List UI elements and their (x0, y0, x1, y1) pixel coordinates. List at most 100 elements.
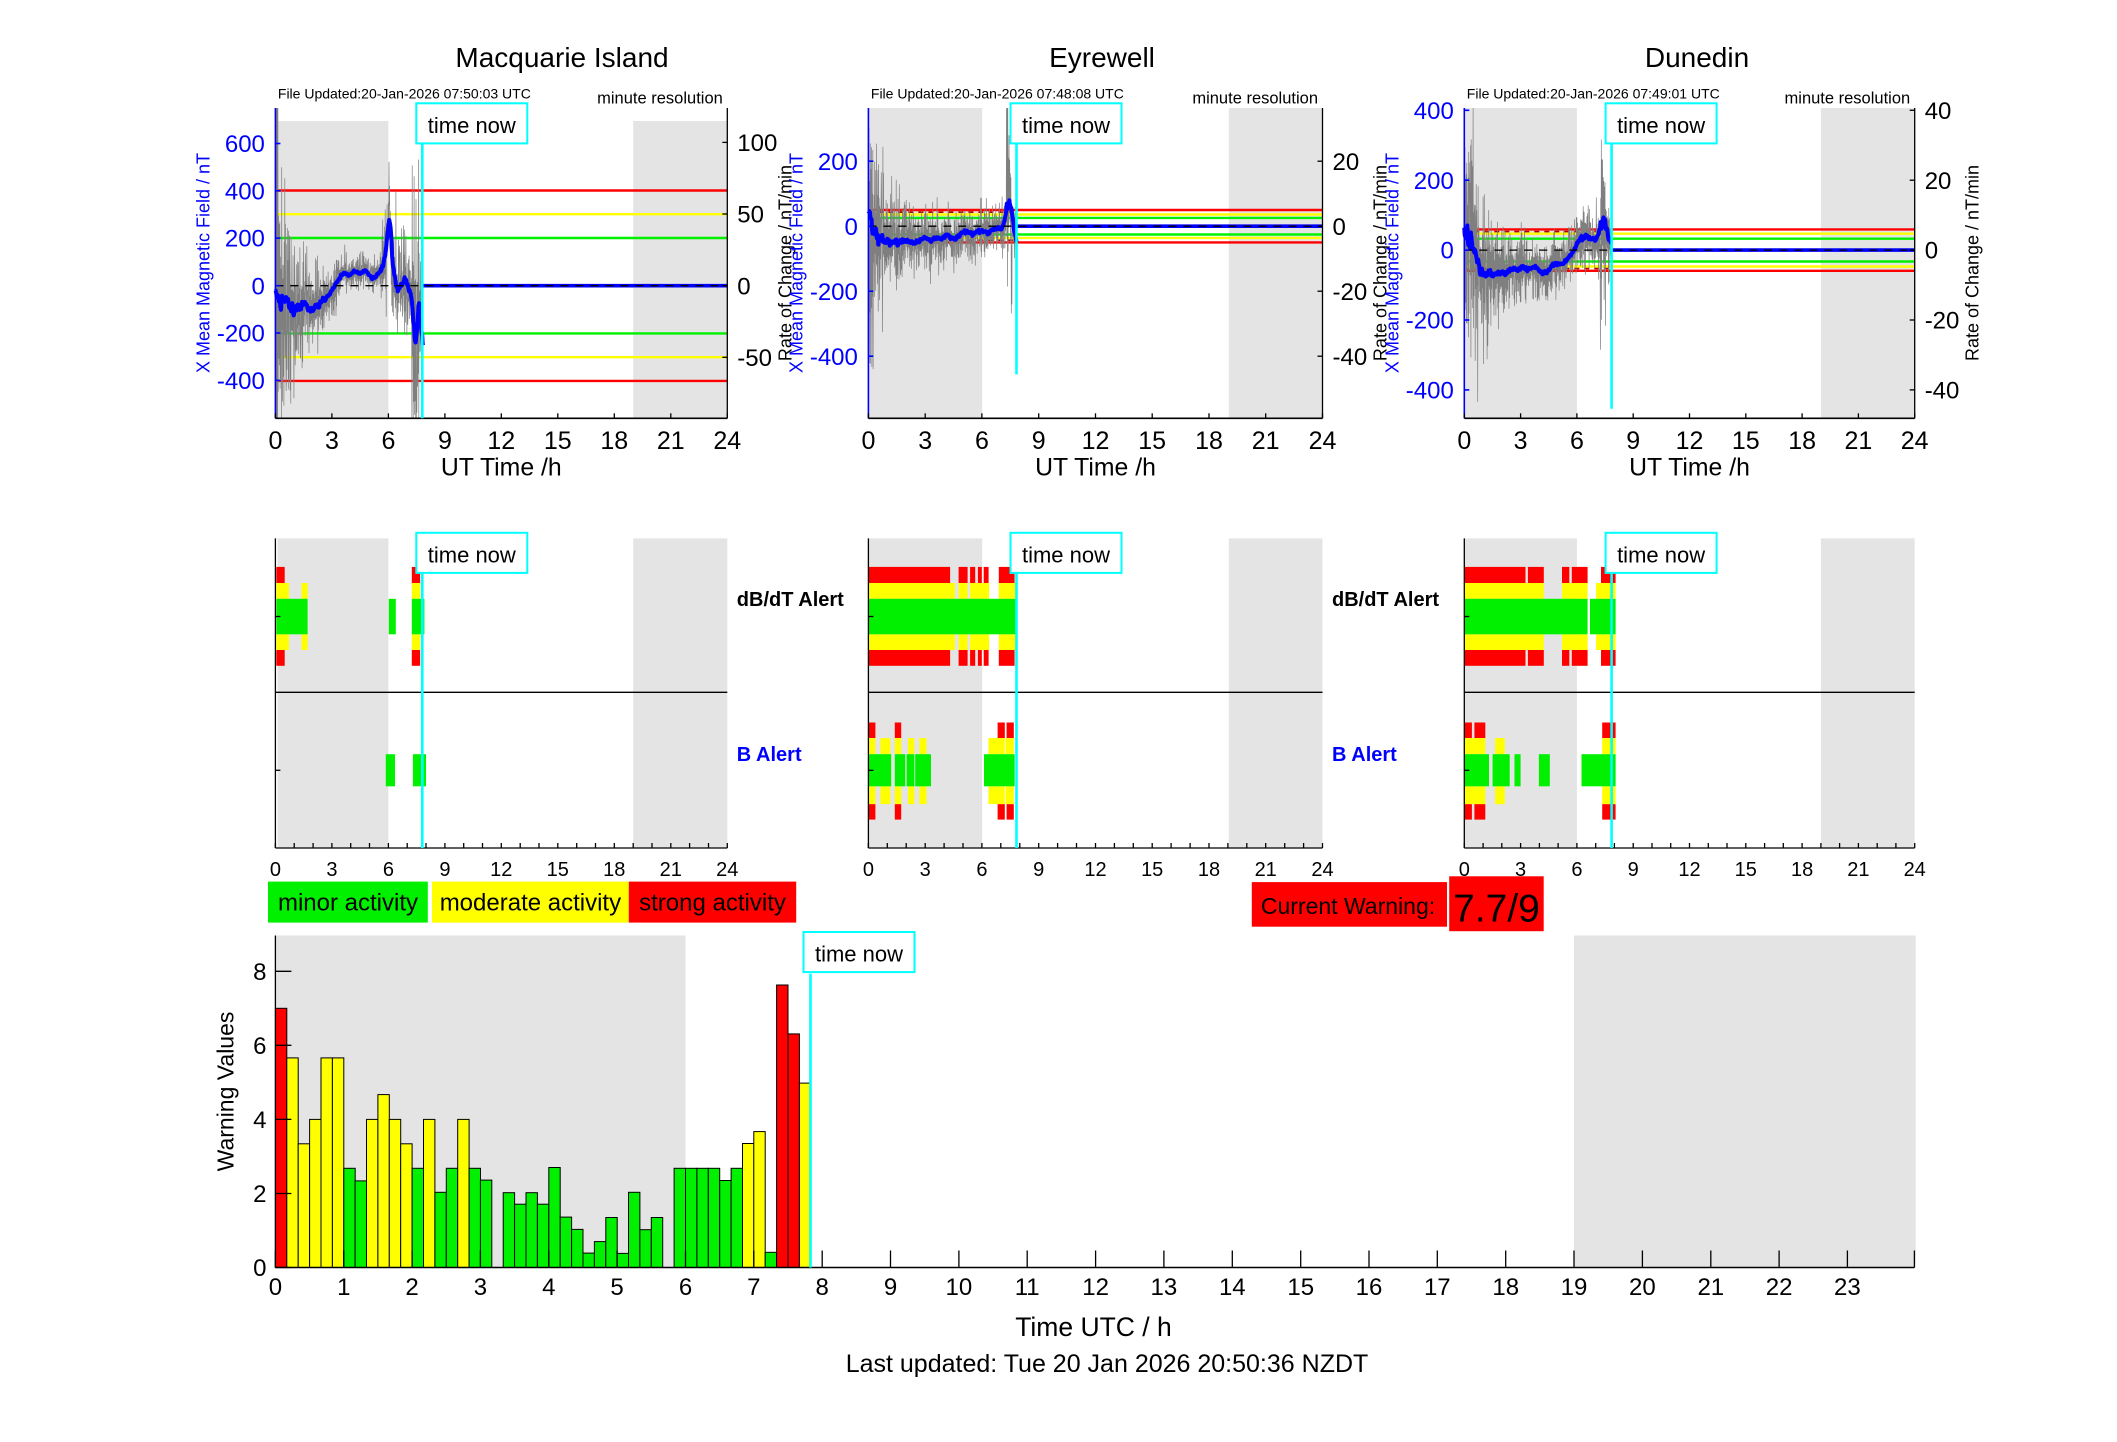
svg-text:File Updated:20-Jan-2026 07:49: File Updated:20-Jan-2026 07:49:01 UTC (1467, 86, 1720, 102)
svg-text:18: 18 (1195, 427, 1223, 455)
svg-text:-20: -20 (1925, 308, 1960, 335)
svg-text:Time UTC / h: Time UTC / h (1015, 1312, 1172, 1342)
svg-text:200: 200 (1414, 168, 1454, 195)
svg-text:15: 15 (1735, 859, 1757, 881)
svg-text:Rate of Change / nT/min: Rate of Change / nT/min (1371, 165, 1391, 361)
svg-text:Warning Values: Warning Values (213, 1012, 239, 1172)
svg-text:600: 600 (225, 131, 265, 158)
svg-text:-50: -50 (737, 345, 772, 372)
svg-text:minute resolution: minute resolution (1192, 90, 1318, 108)
svg-text:-200: -200 (217, 321, 265, 348)
svg-text:17: 17 (1424, 1274, 1451, 1301)
svg-text:UT Time /h: UT Time /h (1035, 455, 1156, 482)
svg-text:12: 12 (1678, 859, 1700, 881)
svg-text:6: 6 (1571, 859, 1582, 881)
svg-text:8: 8 (253, 959, 266, 986)
svg-text:X Mean Magnetic Field / nT: X Mean Magnetic Field / nT (786, 153, 806, 373)
svg-text:-20: -20 (1333, 279, 1368, 306)
svg-text:time now: time now (815, 942, 903, 967)
svg-text:7: 7 (747, 1274, 760, 1301)
svg-text:6: 6 (679, 1274, 692, 1301)
svg-text:Current Warning:: Current Warning: (1261, 893, 1435, 919)
svg-text:0: 0 (1333, 214, 1346, 241)
svg-text:0: 0 (861, 427, 875, 455)
svg-text:8: 8 (816, 1274, 829, 1301)
svg-text:24: 24 (713, 427, 741, 455)
svg-text:100: 100 (737, 130, 777, 157)
svg-text:9: 9 (1033, 859, 1044, 881)
svg-text:4: 4 (542, 1274, 555, 1301)
svg-text:time now: time now (1022, 543, 1110, 568)
svg-text:Rate of Change / nT/min: Rate of Change / nT/min (775, 165, 795, 361)
svg-text:minute resolution: minute resolution (597, 90, 723, 108)
svg-text:3: 3 (474, 1274, 487, 1301)
svg-text:24: 24 (716, 859, 738, 881)
svg-text:24: 24 (1904, 859, 1926, 881)
svg-text:time now: time now (1617, 543, 1705, 568)
svg-text:UT Time /h: UT Time /h (1629, 455, 1750, 482)
svg-text:minor activity: minor activity (278, 890, 418, 917)
svg-text:15: 15 (544, 427, 572, 455)
svg-text:0: 0 (269, 1274, 282, 1301)
svg-text:12: 12 (490, 859, 512, 881)
svg-text:12: 12 (1082, 1274, 1109, 1301)
svg-text:3: 3 (325, 427, 339, 455)
svg-text:200: 200 (225, 226, 265, 253)
svg-text:dB/dT Alert: dB/dT Alert (737, 589, 844, 611)
svg-text:15: 15 (1287, 1274, 1314, 1301)
svg-text:4: 4 (253, 1107, 266, 1134)
svg-text:21: 21 (660, 859, 682, 881)
svg-text:0: 0 (863, 859, 874, 881)
svg-text:-200: -200 (1406, 308, 1454, 335)
svg-text:2: 2 (253, 1181, 266, 1208)
svg-text:9: 9 (1626, 427, 1640, 455)
svg-text:0: 0 (268, 427, 282, 455)
svg-text:9: 9 (884, 1274, 897, 1301)
svg-text:400: 400 (225, 178, 265, 205)
svg-text:Dunedin: Dunedin (1645, 42, 1749, 73)
svg-text:moderate activity: moderate activity (440, 890, 621, 917)
svg-text:X Mean Magnetic Field / nT: X Mean Magnetic Field / nT (1382, 153, 1402, 373)
svg-text:6: 6 (383, 859, 394, 881)
svg-text:time now: time now (428, 113, 516, 138)
svg-text:9: 9 (439, 859, 450, 881)
svg-text:0: 0 (252, 273, 265, 300)
svg-text:14: 14 (1219, 1274, 1246, 1301)
svg-text:12: 12 (487, 427, 515, 455)
svg-text:13: 13 (1151, 1274, 1178, 1301)
svg-text:20: 20 (1629, 1274, 1656, 1301)
svg-text:6: 6 (1570, 427, 1584, 455)
svg-text:3: 3 (1515, 859, 1526, 881)
svg-text:Macquarie Island: Macquarie Island (455, 42, 668, 73)
svg-text:minute resolution: minute resolution (1785, 90, 1911, 108)
svg-text:B Alert: B Alert (737, 744, 802, 766)
svg-text:21: 21 (1252, 427, 1280, 455)
svg-text:24: 24 (1901, 427, 1929, 455)
svg-text:21: 21 (657, 427, 685, 455)
svg-text:0: 0 (1925, 238, 1938, 265)
svg-text:20: 20 (1333, 149, 1360, 176)
svg-text:15: 15 (1138, 427, 1166, 455)
svg-text:9: 9 (1628, 859, 1639, 881)
svg-text:0: 0 (270, 859, 281, 881)
svg-text:5: 5 (610, 1274, 623, 1301)
svg-text:0: 0 (737, 273, 750, 300)
svg-text:Last updated: Tue 20 Jan 2026: Last updated: Tue 20 Jan 2026 20:50:36 N… (846, 1350, 1369, 1378)
svg-text:1: 1 (337, 1274, 350, 1301)
svg-text:File Updated:20-Jan-2026 07:48: File Updated:20-Jan-2026 07:48:08 UTC (871, 86, 1124, 102)
svg-text:File Updated:20-Jan-2026 07:50: File Updated:20-Jan-2026 07:50:03 UTC (278, 86, 531, 102)
svg-text:400: 400 (1414, 98, 1454, 125)
svg-text:6: 6 (976, 859, 987, 881)
svg-text:time now: time now (1617, 113, 1705, 138)
svg-text:0: 0 (1459, 859, 1470, 881)
svg-text:19: 19 (1561, 1274, 1588, 1301)
svg-text:3: 3 (920, 859, 931, 881)
svg-text:18: 18 (600, 427, 628, 455)
svg-text:-200: -200 (810, 279, 858, 306)
svg-text:15: 15 (547, 859, 569, 881)
svg-text:0: 0 (845, 214, 858, 241)
svg-text:strong activity: strong activity (639, 890, 786, 917)
svg-text:18: 18 (1791, 859, 1813, 881)
svg-text:12: 12 (1084, 859, 1106, 881)
svg-text:-40: -40 (1333, 344, 1368, 371)
